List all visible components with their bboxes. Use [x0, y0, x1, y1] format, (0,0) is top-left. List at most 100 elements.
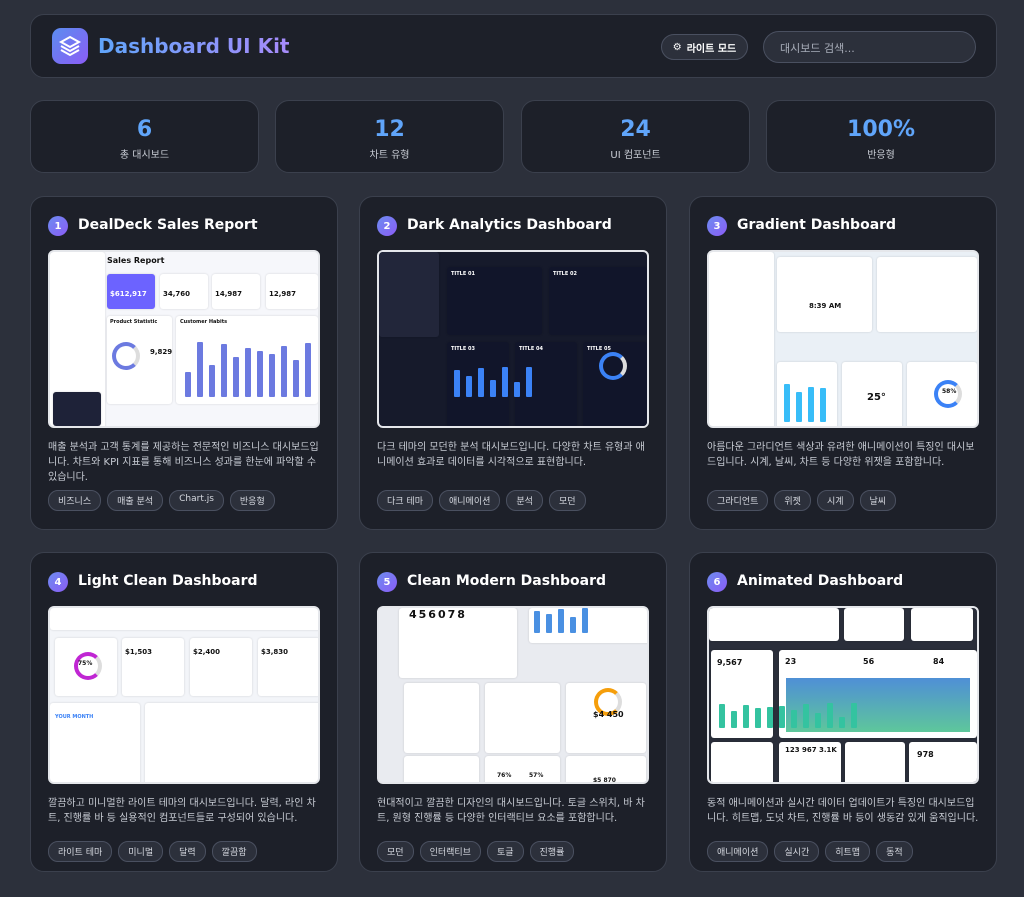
preview-bar: [526, 367, 532, 397]
preview-bar: [558, 609, 564, 633]
tag[interactable]: 깔끔함: [211, 841, 257, 862]
tag[interactable]: 반응형: [229, 490, 275, 511]
tag[interactable]: 모던: [377, 841, 414, 862]
preview-text: TITLE 03: [451, 346, 475, 352]
preview-text: 14,987: [215, 290, 243, 298]
tag[interactable]: 인터랙티브: [419, 841, 481, 862]
card-number: 6: [707, 572, 727, 592]
tag[interactable]: 실시간: [774, 841, 820, 862]
preview-text: 34,760: [163, 290, 191, 298]
preview-bar: [502, 367, 508, 397]
preview-thumbnail[interactable]: 456078 $4 450 $5 870 76% 57%: [377, 606, 649, 784]
preview-text: Sales Report: [107, 256, 165, 265]
preview-panel: [258, 638, 318, 696]
preview-text: TITLE 04: [519, 346, 543, 352]
tag[interactable]: 달력: [169, 841, 206, 862]
preview-panel: [404, 683, 479, 753]
tag[interactable]: 진행률: [529, 841, 575, 862]
preview-bar: [233, 357, 239, 397]
preview-bar: [534, 611, 540, 633]
preview-panel: [549, 267, 647, 335]
preview-panel: [845, 742, 905, 782]
preview-bar: [514, 382, 520, 397]
tag-list: 모던 인터랙티브 토글 진행률: [377, 841, 575, 862]
tag[interactable]: Chart.js: [169, 490, 224, 511]
tag[interactable]: 라이트 테마: [48, 841, 113, 862]
dashboard-card[interactable]: 3 Gradient Dashboard 8:39 AM 25° 58% 아름다운 그라디…: [689, 196, 997, 530]
preview-bar: [755, 708, 761, 728]
dashboard-card[interactable]: 5 Clean Modern Dashboard 456078 $4 450 $5 87…: [359, 552, 667, 872]
stat-label: 차트 유형: [369, 150, 410, 161]
dashboard-card[interactable]: 2 Dark Analytics Dashboard TITLE 01 TITLE 0…: [359, 196, 667, 530]
preview-panel: [212, 274, 260, 309]
dashboard-card[interactable]: 6 Animated Dashboard 9,567 23 56 84 123 967 3.1K…: [689, 552, 997, 872]
tag[interactable]: 애니메이션: [707, 841, 769, 862]
preview-bar: [820, 387, 826, 422]
logo-icon: [58, 35, 82, 57]
preview-panel: [515, 342, 577, 426]
preview-panel: [844, 608, 904, 641]
preview-bar: [257, 351, 263, 397]
preview-panel: [447, 267, 542, 335]
stat-value: 6: [136, 117, 153, 142]
card-description: 현대적이고 깔끔한 디자인의 대시보드입니다. 토글 스위치, 바 차트, 원형…: [377, 798, 645, 824]
dashboard-card[interactable]: 4 Light Clean Dashboard 75% $1,503 $2,400 $3,…: [30, 552, 338, 872]
preview-text: 123: [785, 746, 800, 754]
tag[interactable]: 토글: [486, 841, 524, 862]
tag[interactable]: 다크 테마: [377, 490, 433, 511]
tag[interactable]: 날씨: [859, 490, 897, 511]
preview-bar: [305, 343, 311, 397]
tag[interactable]: 애니메이션: [438, 490, 501, 511]
tag[interactable]: 그라디언트: [707, 490, 769, 511]
tag[interactable]: 시계: [816, 490, 854, 511]
preview-thumbnail[interactable]: 9,567 23 56 84 123 967 3.1K 978: [707, 606, 979, 784]
preview-bar: [293, 360, 299, 397]
preview-bar: [582, 608, 588, 633]
tag[interactable]: 동적: [876, 841, 913, 862]
tag[interactable]: 미니멀: [118, 841, 164, 862]
stat-label: 총 대시보드: [119, 150, 170, 161]
preview-text: $612,917: [110, 290, 147, 298]
preview-panel: [909, 742, 977, 782]
card-title: Clean Modern Dashboard: [407, 573, 607, 589]
tag[interactable]: 위젯: [774, 490, 811, 511]
preview-bar: [490, 380, 496, 397]
preview-text: $4 450: [593, 710, 624, 719]
tag[interactable]: 비즈니스: [48, 490, 102, 511]
preview-panel: [50, 703, 140, 782]
stat-card: 100% 반응형: [766, 100, 996, 173]
preview-panel: [53, 392, 101, 426]
preview-bar: [815, 713, 821, 728]
preview-thumbnail[interactable]: 75% $1,503 $2,400 $3,830 YOUR MONTH: [48, 606, 320, 784]
card-description: 아름다운 그라디언트 색상과 유려한 애니메이션이 특징인 대시보드입니다. 시…: [707, 442, 975, 468]
tag[interactable]: 히트맵: [825, 841, 871, 862]
tag-list: 애니메이션 실시간 히트맵 동적: [707, 841, 913, 862]
preview-thumbnail[interactable]: 8:39 AM 25° 58%: [707, 250, 979, 428]
preview-donut: [112, 342, 140, 370]
mode-label: 라이트 모드: [686, 43, 737, 55]
mode-button[interactable]: ⚙ 라이트 모드: [661, 34, 748, 60]
tag[interactable]: 모던: [548, 490, 586, 511]
stat-value: 24: [620, 117, 651, 142]
card-number: 3: [707, 216, 727, 236]
card-title: Light Clean Dashboard: [78, 573, 258, 589]
dashboard-card[interactable]: 1 DealDeck Sales Report Sales Report $612,9…: [30, 196, 338, 530]
preview-bar: [839, 716, 845, 728]
preview-text: 23: [785, 657, 797, 666]
preview-panel: [911, 608, 973, 641]
preview-bar: [803, 703, 809, 728]
preview-thumbnail[interactable]: TITLE 01 TITLE 02 TITLE 03 TITLE 04 TITLE 05: [377, 250, 649, 428]
preview-thumbnail[interactable]: Sales Report $612,917 34,760 14,987 12,987 Pr…: [48, 250, 320, 428]
tag[interactable]: 분석: [506, 490, 543, 511]
tag[interactable]: 매출 분석: [107, 490, 164, 511]
preview-panel: [709, 252, 774, 426]
preview-panel: [190, 638, 252, 696]
search-input[interactable]: 대시보드 검색...: [763, 31, 976, 63]
preview-text: TITLE 02: [553, 271, 577, 277]
preview-bar: [808, 386, 814, 422]
preview-panel: [50, 608, 318, 630]
preview-text: 25°: [867, 392, 886, 403]
preview-text: TITLE 05: [587, 346, 611, 352]
stat-value: 12: [374, 117, 405, 142]
